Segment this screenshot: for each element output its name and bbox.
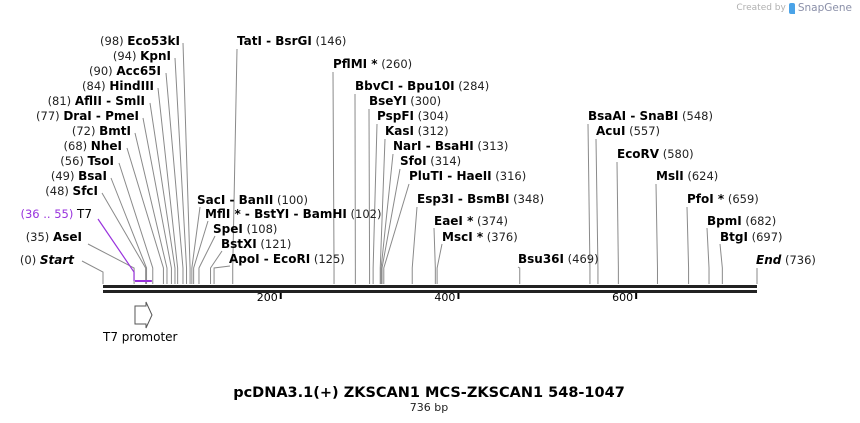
cut-site-label-right[interactable]: Esp3I - BsmBI (348) [417,192,544,206]
cut-site-line [436,243,443,284]
cut-site-line [517,266,521,284]
end-label: End (736) [756,253,816,267]
cut-site-lines [81,42,758,284]
cut-site-label-right[interactable]: TatI - BsrGI (146) [237,34,346,48]
cut-site-label-right[interactable]: BtgI (697) [720,230,783,244]
cut-site-line [706,227,710,284]
snapgene-logo-icon [788,2,795,14]
cut-site-label-left[interactable]: (68) NheI [64,139,122,153]
scale-tick-label: 400 [434,291,455,304]
cut-site-line [686,206,690,284]
cut-site-label-left[interactable]: (90) Acc65I [89,64,161,78]
cut-site-line [157,87,179,284]
backbone [103,285,757,293]
cut-site-line [142,117,172,284]
cut-site-label-left[interactable]: (49) BsaI [51,169,107,183]
t7-site-label[interactable]: (36 .. 55) T7 [21,207,93,221]
cut-site-line [110,177,148,284]
cut-site-label-right[interactable]: BseYI (300) [369,94,441,108]
backbone-bottom-strand [103,290,757,293]
cut-site-label-right[interactable]: BsaAI - SnaBI (548) [588,109,713,123]
cut-site-label-right[interactable]: PfoI * (659) [687,192,759,206]
backbone-top-strand [103,285,757,288]
scale-ticks: 200 400 600 [257,291,638,304]
map-length: 736 bp [410,401,448,414]
cut-site-line [210,250,223,284]
cut-site-line [193,220,209,284]
cut-site-line [118,162,154,284]
cut-site-label-left[interactable]: (35) AseI [26,230,82,244]
cut-site-line [719,243,723,284]
cut-site-line [191,206,201,284]
cut-site-line [381,168,401,284]
cut-site-label-right[interactable]: EcoRV (580) [617,147,694,161]
map-title: pcDNA3.1(+) ZKSCAN1 MCS-ZKSCAN1 548-1047 [233,385,625,401]
cut-site-labels: (98) Eco53kI(94) KpnI(90) Acc65I(84) Hin… [20,34,816,267]
cut-site-label-right[interactable]: MflI * - BstYI - BamHI (102) [205,207,381,221]
cut-site-label-left[interactable]: (56) TsoI [60,154,114,168]
cut-site-line [174,57,188,284]
cut-site-line [134,132,168,284]
cut-site-line [411,206,418,284]
cut-site-line [149,102,176,284]
cut-site-label-right[interactable]: PflMI * (260) [333,57,412,71]
cut-site-label-right[interactable]: AcuI (557) [596,124,660,138]
scale-tick-label: 600 [612,291,633,304]
cut-site-label-right[interactable]: PluTI - HaeII (316) [409,169,526,183]
cut-site-line [379,138,386,284]
cut-site-label-left[interactable]: (48) SfcI [45,184,98,198]
cut-site-line [182,42,191,284]
created-by-text: Created by [736,3,786,13]
t7-promoter-feature[interactable]: T7 promoter [102,301,178,344]
cut-site-label-right[interactable]: PspFI (304) [377,109,449,123]
cut-site-line [372,123,378,284]
cut-site-label-right[interactable]: MscI * (376) [442,230,518,244]
cut-site-line [616,161,619,284]
cut-site-label-left[interactable]: (77) DraI - PmeI [36,109,139,123]
cut-site-line [87,243,135,284]
cut-site-label-right[interactable]: SfoI (314) [400,154,461,168]
cut-site-label-left[interactable]: (72) BmtI [72,124,131,138]
scale-tick-label: 200 [257,291,278,304]
cut-site-line [595,138,599,284]
cut-site-label-right[interactable]: BstXI (121) [221,237,291,251]
cut-site-label-right[interactable]: NarI - BsaHI (313) [393,139,508,153]
cut-site-label-right[interactable]: ApoI - EcoRI (125) [229,252,345,266]
cut-site-line [198,235,216,284]
cut-site-label-right[interactable]: EaeI * (374) [434,214,508,228]
cut-site-line [380,153,394,284]
cut-site-label-left[interactable]: (84) HindIII [82,79,154,93]
cut-site-label-right[interactable]: Bsu36I (469) [518,252,599,266]
cut-site-label-left[interactable]: (98) Eco53kI [100,34,180,48]
cut-site-line [232,48,238,284]
snapgene-brand: SnapGene [797,2,852,14]
snapgene-credit: Created by SnapGene [736,2,852,14]
feature-label[interactable]: T7 promoter [102,330,178,344]
cut-site-line [213,265,231,284]
cut-site-label-right[interactable]: BpmI (682) [707,214,776,228]
cut-site-label-left[interactable]: (81) AflII - SmlI [48,94,145,108]
cut-site-line [126,147,164,284]
cut-site-label-left[interactable]: (94) KpnI [113,49,171,63]
cut-site-label-right[interactable]: SacI - BanII (100) [197,193,308,207]
cut-site-label-right[interactable]: MslI (624) [656,169,718,183]
cut-site-line [101,192,147,284]
cut-site-line [368,108,371,284]
cut-site-label-right[interactable]: BbvCI - Bpu10I (284) [355,79,489,93]
cut-site-line [655,183,658,284]
cut-site-label-right[interactable]: SpeI (108) [213,222,277,236]
cut-site-line [332,71,335,284]
cut-site-label-right[interactable]: KasI (312) [385,124,449,138]
cut-site-line [165,72,184,284]
cut-site-line [383,183,410,284]
start-label: (0) Start [20,253,75,267]
cut-site-line [433,227,436,284]
cut-site-line [587,123,591,284]
feature-arrow-icon[interactable] [134,301,153,329]
